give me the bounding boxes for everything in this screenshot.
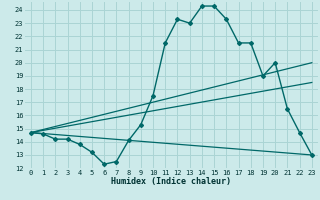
X-axis label: Humidex (Indice chaleur): Humidex (Indice chaleur) — [111, 177, 231, 186]
